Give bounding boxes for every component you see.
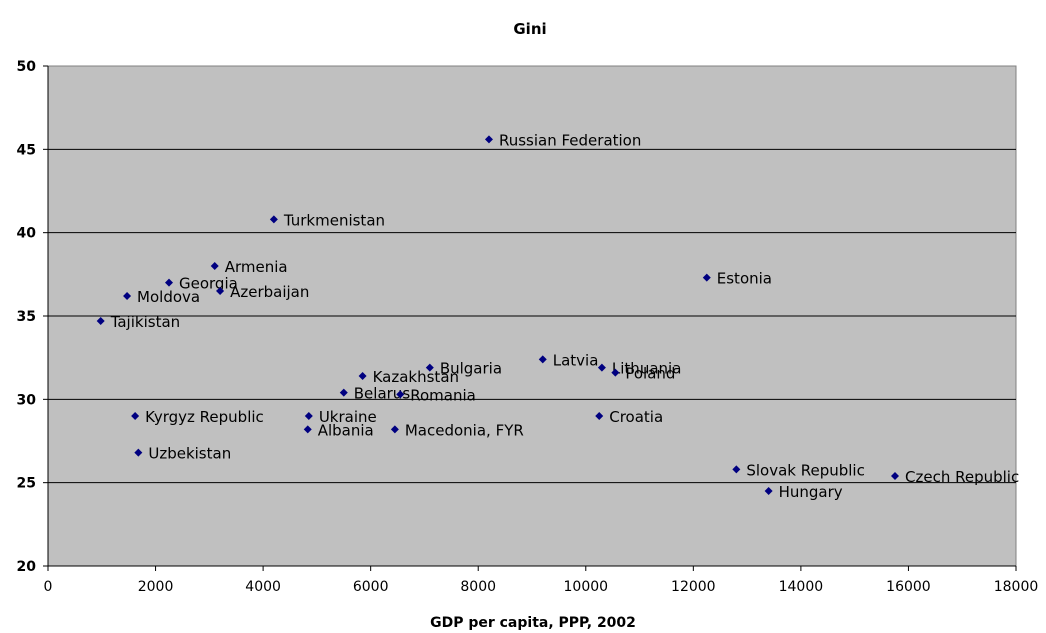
data-point-label: Albania: [318, 421, 374, 439]
data-point-label: Romania: [410, 386, 476, 404]
y-tick-label: 40: [17, 226, 37, 242]
data-point-marker: [891, 472, 899, 480]
data-point-marker: [339, 388, 348, 397]
data-point-marker: [303, 425, 312, 434]
x-tick-label: 6000: [353, 579, 389, 595]
data-point-label: Russian Federation: [499, 131, 641, 149]
data-point-marker: [123, 292, 132, 300]
data-point-label: Bulgaria: [440, 360, 502, 378]
data-point-marker: [390, 425, 399, 434]
data-point-marker: [96, 317, 105, 325]
y-tick-label: 20: [17, 559, 37, 575]
data-point-label: Tajikistan: [110, 313, 180, 331]
x-axis-label: GDP per capita, PPP, 2002: [430, 615, 636, 631]
x-tick-label: 10000: [564, 579, 609, 595]
y-tick-label: 25: [17, 476, 36, 492]
y-tick-label: 50: [17, 59, 37, 75]
data-point-marker: [131, 412, 140, 420]
data-point-label: Ukraine: [319, 408, 377, 426]
data-point-marker: [732, 465, 741, 474]
x-tick-label: 4000: [245, 579, 281, 595]
chart-title: Gini: [513, 20, 546, 38]
y-tick-label: 45: [17, 142, 36, 158]
data-point-marker: [764, 487, 773, 495]
data-point-label: Moldova: [137, 288, 200, 306]
y-tick-label: 35: [17, 309, 36, 325]
data-point-label: Turkmenistan: [283, 211, 385, 229]
data-point-marker: [425, 363, 434, 372]
data-point-label: Kazakhstan: [373, 368, 459, 386]
data-point-label: Belarus: [354, 385, 411, 403]
data-point-marker: [597, 363, 606, 372]
data-point-marker: [269, 215, 278, 224]
data-point-label: Hungary: [779, 483, 843, 501]
x-tick-label: 12000: [671, 579, 716, 595]
data-point-marker: [216, 287, 225, 295]
x-tick-label: 16000: [886, 579, 931, 595]
data-points: Russian Federation Turkmenistan ArmeniaGeo…: [96, 131, 1019, 501]
data-point-label: Croatia: [609, 408, 663, 426]
data-point-marker: [611, 368, 620, 377]
data-point-label: Azerbaijan: [230, 283, 309, 301]
data-point-marker: [358, 372, 367, 380]
data-point-label: Georgia: [179, 275, 238, 293]
data-point-label: Macedonia, FYR: [405, 421, 524, 439]
x-tick-label: 8000: [460, 579, 496, 595]
data-point-label: Uzbekistan: [148, 445, 231, 463]
x-tick-label: 14000: [779, 579, 824, 595]
data-point-label: Latvia: [553, 351, 599, 369]
data-point-label: Kyrgyz Republic: [145, 408, 264, 426]
data-point-marker: [702, 273, 711, 282]
data-point-marker: [538, 355, 547, 364]
data-point-label: Armenia: [225, 258, 288, 276]
data-point-marker: [165, 278, 173, 287]
data-point-marker: [484, 135, 493, 144]
data-point-label: Slovak Republic: [746, 461, 865, 479]
data-point-marker: [304, 412, 313, 420]
y-tick-label: 30: [17, 392, 37, 408]
data-point-label: Poland: [625, 365, 675, 383]
data-point-label: Estonia: [717, 270, 772, 288]
data-point-marker: [210, 262, 219, 270]
x-tick-label: 18000: [994, 579, 1039, 595]
data-point-marker: [396, 390, 405, 399]
data-point-marker: [595, 412, 604, 420]
data-point-label: Lithuania: [612, 360, 681, 378]
x-tick-label: 0: [44, 579, 53, 595]
data-point-marker: [134, 448, 143, 457]
axis-ticks: 20 25 30 35 40 45 50 0 2000 4000 6000 8000 10000 1200…: [17, 59, 1039, 595]
data-point-label: Czech Republic: [905, 468, 1019, 486]
x-tick-label: 2000: [138, 579, 174, 595]
